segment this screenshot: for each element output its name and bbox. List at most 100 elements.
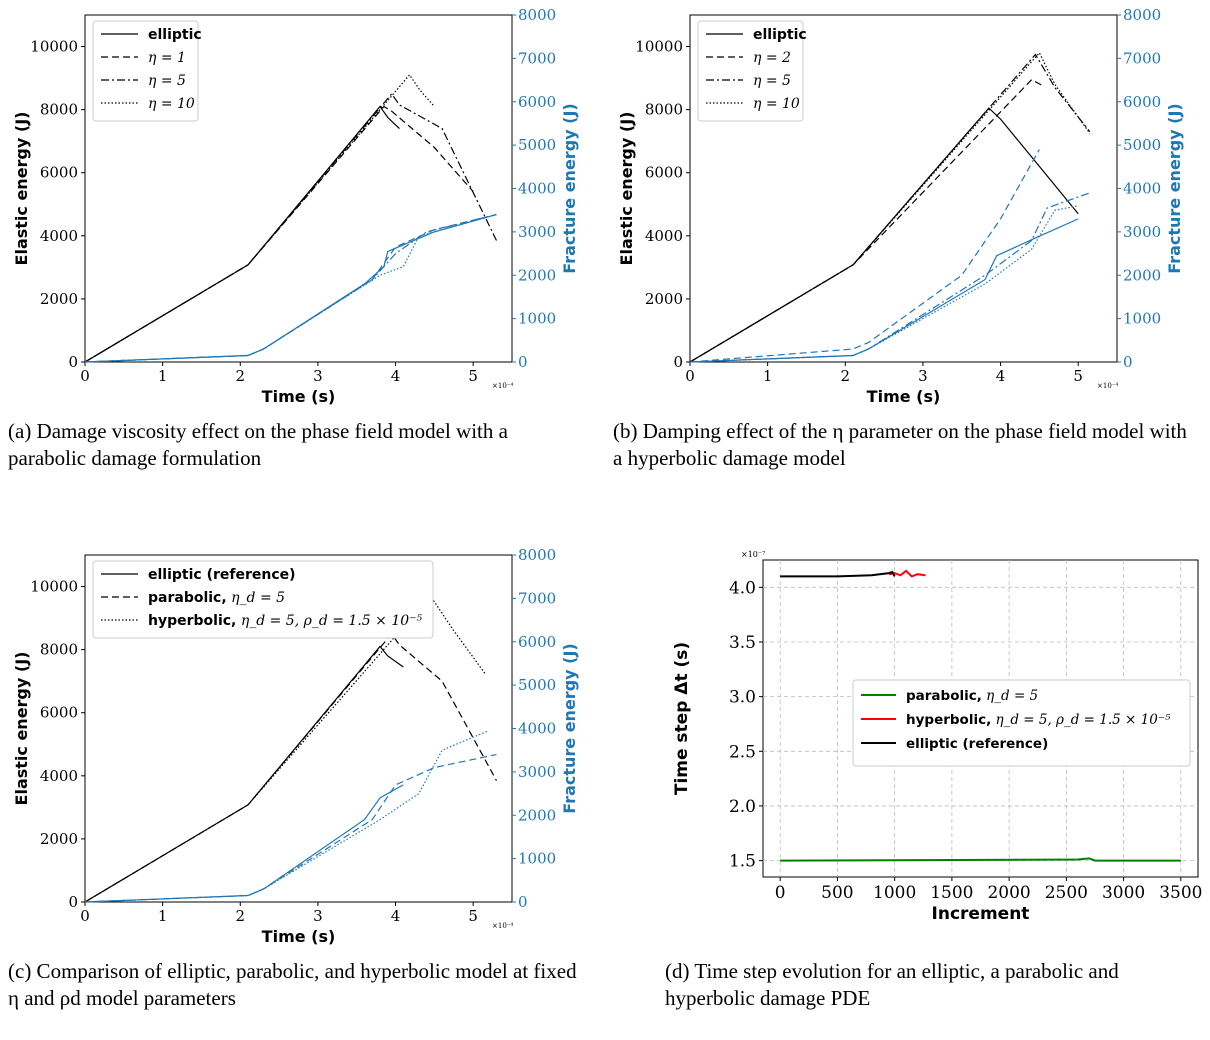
x-tick-label: 3 — [918, 367, 928, 385]
series-line — [84, 784, 404, 903]
series-line — [689, 78, 1044, 363]
y-axis-label: Elastic energy (J) — [12, 112, 31, 266]
y-right-tick-label: 2000 — [518, 266, 556, 284]
y-right-tick-label: 3000 — [518, 223, 556, 241]
chart-a: 0 1 2 3 4 5 0 2000 4000 6000 8000 10000 0 1000 2000 300… — [12, 6, 579, 406]
x-tick-label: 0 — [685, 367, 695, 385]
caption-d: (d) Time step evolution for an elliptic,… — [665, 959, 1119, 1010]
y-tick-label: 2000 — [40, 290, 78, 308]
chart-b: 0 1 2 3 4 5 0 2000 4000 6000 8000 10000 0 1000 2000 300… — [617, 6, 1184, 406]
series-line — [84, 105, 400, 363]
x-tick-label: 4 — [391, 907, 401, 925]
y-right-tick-label: 5000 — [518, 676, 556, 694]
y-right-tick-label: 6000 — [518, 93, 556, 111]
series-line — [84, 105, 474, 363]
series-line — [84, 632, 497, 903]
chart-c: 0 1 2 3 4 5 0 2000 4000 6000 8000 10000 0 1000 2000 300… — [12, 546, 579, 946]
y-right-tick-label: 3000 — [1123, 223, 1161, 241]
y-right-axis-label: Fracture energy (J) — [1165, 103, 1184, 273]
series-line — [84, 730, 489, 903]
x-axis-label: Time (s) — [867, 387, 941, 406]
legend-label: elliptic — [148, 27, 202, 43]
y-tick-label: 3.0 — [729, 688, 756, 708]
x-tick-label: 0 — [80, 907, 90, 925]
y-right-tick-label: 4000 — [1123, 180, 1161, 198]
y-tick-label: 4000 — [40, 767, 78, 785]
y-axis-label: Elastic energy (J) — [617, 112, 636, 266]
y-tick-label: 0 — [68, 353, 78, 371]
y-right-tick-label: 0 — [1123, 353, 1133, 371]
series-line — [689, 192, 1091, 363]
legend-box — [852, 679, 1191, 767]
y-tick-label: 0 — [68, 893, 78, 911]
x-tick-label: 3 — [313, 907, 323, 925]
caption-a: (a) Damage viscosity effect on the phase… — [8, 419, 508, 470]
figure-panel-b: 0 1 2 3 4 5 0 2000 4000 6000 8000 10000 0 1000 2000 300… — [605, 0, 1210, 500]
series-line — [84, 213, 497, 363]
y-tick-label: 1.5 — [729, 852, 756, 872]
series-line — [84, 645, 404, 903]
series-line — [84, 73, 435, 363]
series-line — [689, 107, 1079, 363]
x-axis-label: Time (s) — [262, 927, 336, 946]
x-axis-label: Time (s) — [262, 387, 336, 406]
legend-box — [92, 20, 199, 122]
y-right-tick-label: 8000 — [1123, 6, 1161, 24]
x-tick-label: 1000 — [873, 883, 916, 903]
y-right-tick-label: 0 — [518, 893, 528, 911]
y-right-tick-label: 8000 — [518, 6, 556, 24]
series-line — [84, 92, 498, 363]
y-right-tick-label: 7000 — [1123, 49, 1161, 67]
y-right-tick-label: 2000 — [1123, 266, 1161, 284]
legend-label: elliptic — [753, 27, 807, 43]
x-tick-label: 0 — [775, 883, 786, 903]
y-right-tick-label: 1000 — [518, 310, 556, 328]
caption-b: (b) Damping effect of the η parameter on… — [613, 419, 1187, 470]
series-line — [689, 149, 1040, 363]
x-tick-label: 5 — [468, 367, 478, 385]
x-tick-label: 5 — [1073, 367, 1083, 385]
x-tick-label: 2 — [235, 907, 245, 925]
y-tick-label: 8000 — [40, 641, 78, 659]
legend-label: parabolic, η_d = 5 — [148, 590, 285, 606]
y-tick-label: 4000 — [40, 227, 78, 245]
y-right-tick-label: 6000 — [1123, 93, 1161, 111]
y-right-tick-label: 5000 — [1123, 136, 1161, 154]
series-line — [689, 218, 1079, 363]
x-tick-label: 1 — [763, 367, 773, 385]
y-right-tick-label: 6000 — [518, 633, 556, 651]
x-tick-label: 3500 — [1159, 883, 1202, 903]
chart-d: 0 500 1000 1500 2000 2500 3000 3500 1.5 2.0 2.5 3.0… — [672, 550, 1202, 924]
figure-panel-c: 0 1 2 3 4 5 0 2000 4000 6000 8000 10000 0 1000 2000 300… — [0, 540, 605, 1040]
x-tick-label: 4 — [391, 367, 401, 385]
series-line — [888, 569, 926, 578]
y-tick-label: 10000 — [635, 38, 683, 56]
figure-panel-a: 0 1 2 3 4 5 0 2000 4000 6000 8000 10000 0 1000 2000 300… — [0, 0, 605, 500]
legend-label: η = 5 — [753, 73, 791, 89]
series-line — [689, 51, 1091, 363]
series-line — [780, 857, 1181, 862]
legend-label: elliptic (reference) — [148, 567, 296, 583]
series-line — [689, 205, 1079, 363]
legend-label: parabolic, η_d = 5 — [906, 688, 1038, 704]
y-multiplier: ×10⁻⁷ — [741, 550, 765, 559]
y-tick-label: 8000 — [40, 101, 78, 119]
x-tick-label: 500 — [821, 883, 853, 903]
y-tick-label: 2000 — [645, 290, 683, 308]
y-right-tick-label: 4000 — [518, 180, 556, 198]
x-tick-label: 1 — [158, 367, 168, 385]
x-tick-label: 2500 — [1045, 883, 1088, 903]
x-tick-label: 1500 — [930, 883, 973, 903]
series-line — [84, 213, 497, 363]
y-right-tick-label: 1000 — [518, 850, 556, 868]
legend-label: η = 10 — [753, 96, 800, 112]
x-tick-label: 5 — [468, 907, 478, 925]
y-right-tick-label: 8000 — [518, 546, 556, 564]
y-tick-label: 6000 — [645, 164, 683, 182]
legend-label: elliptic (reference) — [906, 736, 1048, 752]
y-right-tick-label: 1000 — [1123, 310, 1161, 328]
plot-frame — [762, 559, 1199, 878]
y-right-tick-label: 7000 — [518, 589, 556, 607]
y-tick-label: 0 — [673, 353, 683, 371]
x-multiplier: ×10⁻⁴ — [492, 922, 513, 930]
